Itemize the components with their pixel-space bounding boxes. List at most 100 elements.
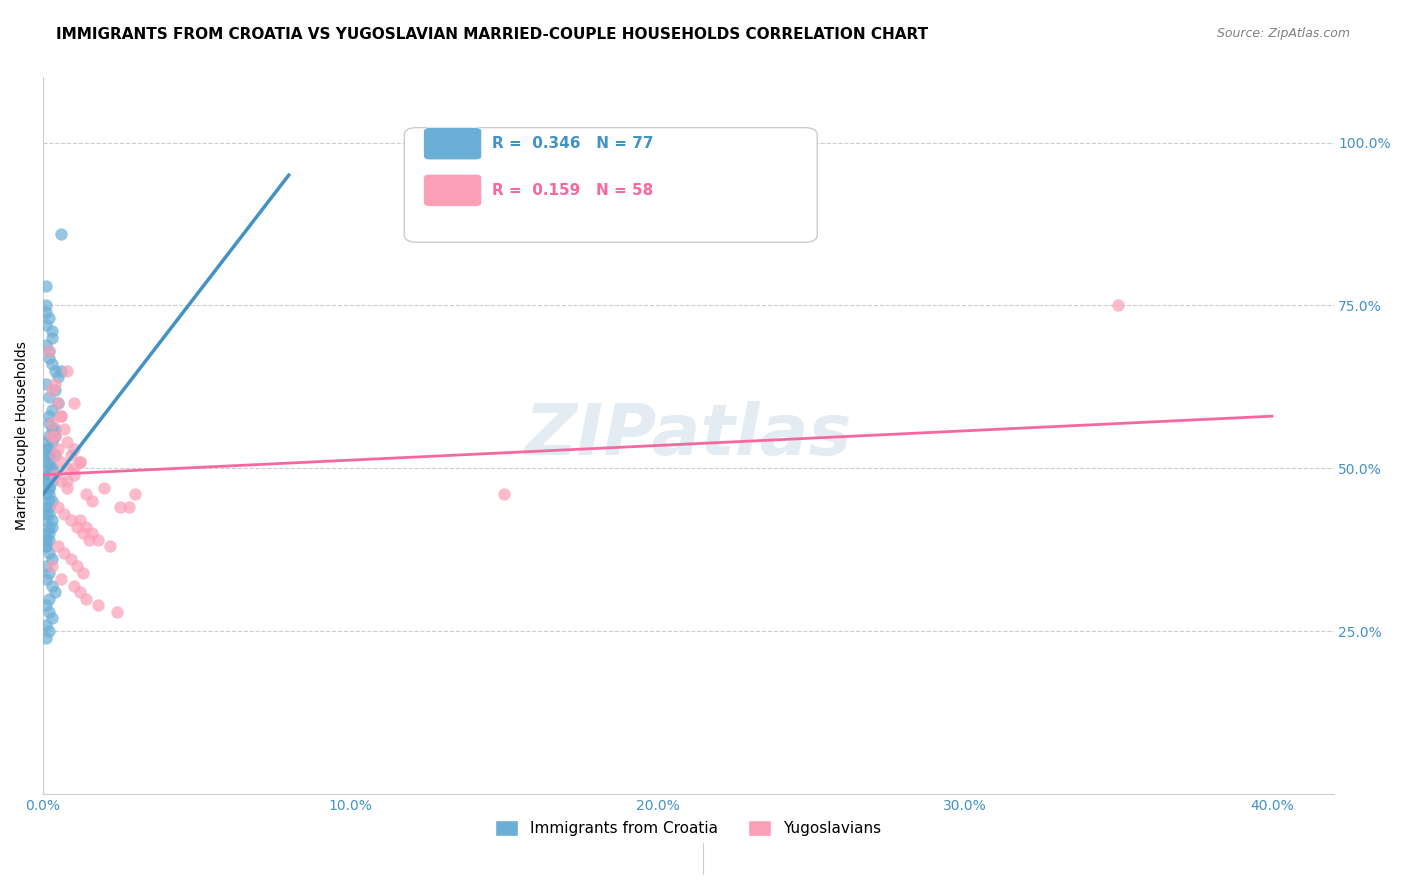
Point <box>41 422 63 436</box>
Point <box>38 416 60 430</box>
Point <box>41 357 63 371</box>
Point <box>44 422 66 436</box>
Point <box>69 455 91 469</box>
Point <box>62 578 84 592</box>
Point <box>51 572 73 586</box>
Point <box>44 467 66 482</box>
Point <box>41 552 63 566</box>
Point <box>35 475 58 489</box>
Text: Source: ZipAtlas.com: Source: ZipAtlas.com <box>1216 27 1350 40</box>
Point <box>51 455 73 469</box>
Point <box>35 513 58 527</box>
Point <box>46 396 69 410</box>
Point <box>35 279 58 293</box>
Point <box>41 435 63 450</box>
Text: ZIPatlas: ZIPatlas <box>524 401 852 470</box>
Point <box>38 448 60 462</box>
Point <box>46 540 69 554</box>
Point <box>38 442 60 456</box>
Point <box>87 533 110 547</box>
Point <box>51 363 73 377</box>
FancyBboxPatch shape <box>405 128 817 243</box>
Point <box>38 507 60 521</box>
Point <box>35 507 58 521</box>
Point <box>38 390 60 404</box>
Point <box>72 526 94 541</box>
Point <box>35 533 58 547</box>
Point <box>41 428 63 442</box>
Point <box>53 546 76 560</box>
Point <box>51 409 73 424</box>
Point <box>44 448 66 462</box>
Text: R =  0.346   N = 77: R = 0.346 N = 77 <box>492 136 654 151</box>
Text: IMMIGRANTS FROM CROATIA VS YUGOSLAVIAN MARRIED-COUPLE HOUSEHOLDS CORRELATION CHA: IMMIGRANTS FROM CROATIA VS YUGOSLAVIAN M… <box>56 27 928 42</box>
Point <box>93 481 115 495</box>
Point <box>56 363 79 377</box>
Point <box>44 383 66 397</box>
Point <box>38 428 60 442</box>
Point <box>46 500 69 515</box>
Point <box>62 467 84 482</box>
Point <box>38 481 60 495</box>
Point <box>38 487 60 501</box>
Point <box>41 416 63 430</box>
Point <box>35 318 58 332</box>
Point <box>59 448 82 462</box>
Point <box>69 585 91 599</box>
Point <box>38 351 60 365</box>
Point <box>38 546 60 560</box>
Point <box>38 344 60 359</box>
Point <box>41 402 63 417</box>
Point <box>41 475 63 489</box>
Point <box>38 409 60 424</box>
Point <box>35 559 58 574</box>
Point <box>35 298 58 312</box>
Point <box>35 442 58 456</box>
Point <box>38 481 60 495</box>
Point <box>35 572 58 586</box>
Text: R =  0.159   N = 58: R = 0.159 N = 58 <box>492 183 654 198</box>
Point <box>35 467 58 482</box>
Point <box>100 540 122 554</box>
Point <box>44 376 66 391</box>
Point <box>75 591 97 606</box>
Point <box>75 487 97 501</box>
Point <box>492 487 515 501</box>
Point <box>59 513 82 527</box>
Point <box>38 494 60 508</box>
Point <box>35 376 58 391</box>
Point <box>38 311 60 326</box>
Point <box>80 494 103 508</box>
Point <box>51 227 73 241</box>
Point <box>38 461 60 475</box>
Point <box>56 435 79 450</box>
Point <box>44 428 66 442</box>
Point <box>41 331 63 345</box>
Point <box>38 448 60 462</box>
Point <box>41 383 63 397</box>
Point <box>77 533 100 547</box>
Point <box>69 513 91 527</box>
Point <box>51 409 73 424</box>
Point <box>59 552 82 566</box>
Point <box>108 500 131 515</box>
Point <box>72 566 94 580</box>
Point <box>38 533 60 547</box>
Point <box>44 448 66 462</box>
Point <box>46 370 69 384</box>
Point <box>56 475 79 489</box>
Point <box>41 611 63 625</box>
Point <box>35 455 58 469</box>
Point <box>35 305 58 319</box>
Point <box>51 475 73 489</box>
Point <box>41 520 63 534</box>
Point <box>35 540 58 554</box>
Point <box>66 559 89 574</box>
Point <box>35 617 58 632</box>
Point <box>41 578 63 592</box>
Point <box>53 507 76 521</box>
Point <box>56 461 79 475</box>
Point <box>35 540 58 554</box>
Point <box>38 467 60 482</box>
Point <box>118 500 141 515</box>
